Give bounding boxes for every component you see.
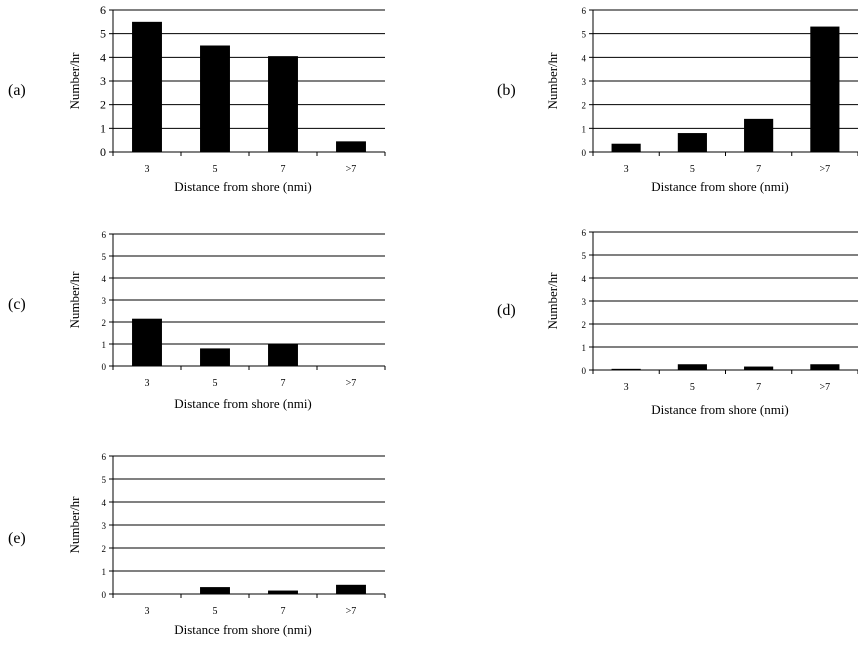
chart-b-y-tick-label: 5 xyxy=(582,30,587,40)
chart-a-y-tick-label: 0 xyxy=(100,145,106,159)
chart-e-y-tick-label: 5 xyxy=(102,475,107,485)
chart-e-y-tick-label: 4 xyxy=(102,498,107,508)
chart-e-x-tick-label: 3 xyxy=(145,606,150,617)
chart-c-bar xyxy=(200,348,230,366)
chart-a-bar xyxy=(268,56,298,152)
chart-c-bar xyxy=(268,344,298,366)
chart-e-bar xyxy=(200,587,230,594)
chart-b-x-tick-label: 3 xyxy=(624,164,629,175)
chart-d-y-tick-label: 2 xyxy=(582,320,587,330)
chart-b-bar xyxy=(810,26,840,152)
chart-a-x-tick-label: 3 xyxy=(145,164,150,175)
chart-b-x-tick-label: 5 xyxy=(690,164,695,175)
chart-e-x-tick-label: 7 xyxy=(281,606,286,617)
chart-c-y-tick-label: 2 xyxy=(102,318,107,328)
chart-d-panel-label: (d) xyxy=(497,302,516,319)
chart-e-y-tick-label: 1 xyxy=(102,567,107,577)
chart-d-bar xyxy=(677,364,707,370)
chart-e-y-tick-label: 0 xyxy=(102,590,107,600)
chart-c-y-tick-label: 4 xyxy=(102,274,107,284)
chart-c-x-tick-label: >7 xyxy=(346,378,357,389)
chart-d-y-tick-label: 4 xyxy=(582,274,587,284)
chart-d-y-tick-label: 1 xyxy=(582,343,587,353)
chart-e-bar xyxy=(336,584,366,594)
chart-b-x-axis-label: Distance from shore (nmi) xyxy=(651,179,789,194)
chart-a-bar xyxy=(132,21,162,153)
chart-e-x-tick-label: 5 xyxy=(213,606,218,617)
chart-e-x-axis-label: Distance from shore (nmi) xyxy=(174,622,312,637)
chart-b-y-tick-label: 6 xyxy=(582,6,587,16)
chart-b-x-tick-label: >7 xyxy=(820,164,831,175)
chart-a-y-tick-label: 5 xyxy=(100,27,106,41)
chart-a-y-tick-label: 1 xyxy=(100,121,106,135)
chart-e-x-tick-label: >7 xyxy=(346,606,357,617)
chart-a-x-tick-label: 5 xyxy=(213,164,218,175)
chart-e-y-tick-label: 6 xyxy=(102,452,107,462)
chart-d-bar xyxy=(611,368,641,370)
chart-b-bar xyxy=(611,143,641,152)
chart-b-panel-label: (b) xyxy=(497,82,516,99)
chart-c-y-tick-label: 3 xyxy=(102,296,107,306)
chart-a-x-tick-label: 7 xyxy=(281,164,286,175)
chart-a-x-axis-label: Distance from shore (nmi) xyxy=(174,179,312,194)
chart-a-y-tick-label: 3 xyxy=(100,74,106,88)
chart-d-x-axis-label: Distance from shore (nmi) xyxy=(651,402,789,417)
chart-d-y-tick-label: 3 xyxy=(582,297,587,307)
chart-d-x-tick-label: 5 xyxy=(690,382,695,393)
chart-a-x-tick-label: >7 xyxy=(346,164,357,175)
chart-b-y-tick-label: 4 xyxy=(582,53,587,63)
chart-c-x-axis-label: Distance from shore (nmi) xyxy=(174,396,312,411)
chart-d-bar xyxy=(810,364,840,370)
chart-d-bar xyxy=(744,366,774,370)
chart-a-bar xyxy=(200,45,230,152)
chart-c-bar xyxy=(132,318,162,366)
chart-b-y-tick-label: 1 xyxy=(582,124,587,134)
chart-e-y-tick-label: 2 xyxy=(102,544,107,554)
chart-b-bar xyxy=(677,133,707,152)
chart-a-y-tick-label: 2 xyxy=(100,98,106,112)
chart-d-y-tick-label: 0 xyxy=(582,366,587,376)
chart-d-y-tick-label: 5 xyxy=(582,251,587,261)
chart-b-y-tick-label: 3 xyxy=(582,77,587,87)
chart-c-panel-label: (c) xyxy=(8,296,26,313)
chart-b-y-tick-label: 0 xyxy=(582,148,587,158)
chart-a-bar xyxy=(336,141,366,152)
chart-c-y-tick-label: 5 xyxy=(102,252,107,262)
chart-c-y-tick-label: 0 xyxy=(102,362,107,372)
chart-d-y-tick-label: 6 xyxy=(582,228,587,238)
chart-a-y-tick-label: 6 xyxy=(100,3,106,17)
chart-b-y-tick-label: 2 xyxy=(582,101,587,111)
chart-e-y-tick-label: 3 xyxy=(102,521,107,531)
chart-e-panel-label: (e) xyxy=(8,530,26,547)
chart-e-bar xyxy=(268,590,298,594)
chart-c-x-tick-label: 7 xyxy=(281,378,286,389)
chart-d-x-tick-label: 7 xyxy=(756,382,761,393)
chart-c-x-tick-label: 3 xyxy=(145,378,150,389)
chart-a-y-tick-label: 4 xyxy=(100,50,106,64)
chart-d-x-tick-label: >7 xyxy=(820,382,831,393)
chart-a-panel-label: (a) xyxy=(8,82,26,99)
chart-d-x-tick-label: 3 xyxy=(624,382,629,393)
chart-c-x-tick-label: 5 xyxy=(213,378,218,389)
chart-b-x-tick-label: 7 xyxy=(756,164,761,175)
chart-c-y-tick-label: 6 xyxy=(102,230,107,240)
chart-c-y-tick-label: 1 xyxy=(102,340,107,350)
chart-b-bar xyxy=(744,118,774,152)
